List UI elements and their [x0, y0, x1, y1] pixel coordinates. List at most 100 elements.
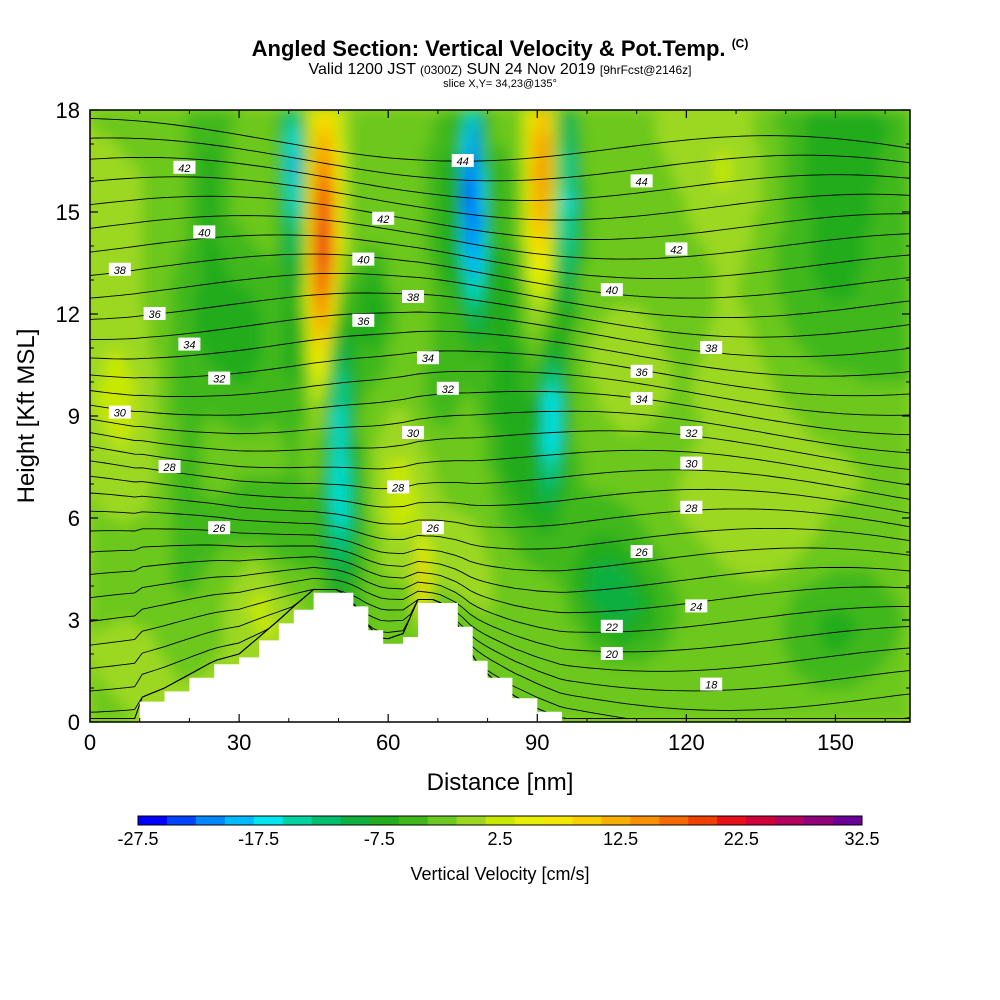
field-cell: [104, 645, 113, 655]
field-cell: [663, 398, 672, 408]
field-cell: [596, 415, 605, 425]
field-cell: [223, 585, 233, 595]
field-cell: [260, 356, 270, 366]
field-cell: [201, 492, 210, 502]
field-cell: [477, 492, 486, 502]
field-cell: [648, 628, 658, 638]
field-cell: [581, 373, 590, 383]
field-cell: [596, 424, 605, 434]
field-cell: [134, 517, 143, 527]
field-cell: [260, 483, 270, 493]
field-cell: [790, 356, 799, 366]
field-cell: [477, 526, 486, 536]
field-cell: [90, 543, 98, 553]
field-cell: [670, 594, 680, 604]
field-cell: [588, 645, 598, 655]
field-cell: [678, 483, 687, 493]
field-cell: [536, 585, 546, 595]
field-cell: [864, 560, 874, 570]
field-cell: [581, 466, 590, 476]
field-cell: [656, 517, 665, 527]
field-cell: [902, 347, 910, 357]
field-cell: [111, 543, 121, 553]
field-cell: [596, 492, 605, 502]
field-cell: [566, 543, 576, 553]
field-cell: [536, 534, 546, 544]
field-cell: [648, 679, 658, 689]
field-cell: [402, 568, 412, 578]
field-cell: [536, 458, 546, 468]
field-cell: [738, 500, 747, 510]
field-cell: [797, 449, 807, 459]
field-cell: [745, 509, 754, 519]
field-cell: [588, 424, 598, 434]
field-cell: [238, 432, 248, 442]
field-cell: [96, 415, 106, 425]
field-cell: [104, 602, 113, 612]
field-cell: [246, 577, 255, 587]
field-cell: [641, 466, 650, 476]
field-cell: [290, 364, 300, 374]
field-cell: [574, 636, 583, 646]
field-cell: [641, 449, 650, 459]
field-cell: [536, 670, 546, 680]
field-cell: [171, 543, 180, 553]
field-cell: [231, 356, 240, 366]
field-cell: [193, 398, 203, 408]
field-cell: [581, 585, 590, 595]
field-cell: [730, 339, 740, 349]
field-cell: [767, 687, 777, 697]
field-cell: [641, 636, 650, 646]
field-cell: [365, 364, 374, 374]
field-cell: [596, 449, 605, 459]
field-cell: [462, 381, 471, 391]
field-cell: [812, 424, 822, 434]
field-cell: [260, 568, 270, 578]
field-cell: [603, 543, 613, 553]
field-cell: [849, 483, 859, 493]
field-cell: [90, 509, 98, 519]
field-cell: [246, 398, 255, 408]
field-cell: [208, 458, 218, 468]
field-cell: [90, 585, 98, 595]
field-cell: [521, 577, 531, 587]
field-cell: [484, 381, 494, 391]
field-cell: [685, 347, 695, 357]
field-cell: [827, 568, 836, 578]
field-cell: [767, 390, 777, 400]
field-cell: [126, 713, 136, 722]
field-cell: [134, 704, 143, 714]
field-cell: [872, 551, 881, 561]
field-cell: [357, 568, 367, 578]
field-cell: [745, 679, 754, 689]
field-cell: [149, 611, 158, 621]
field-cell: [603, 492, 613, 502]
field-cell: [708, 662, 717, 672]
field-cell: [536, 364, 546, 374]
field-cell: [320, 407, 330, 417]
field-cell: [797, 526, 807, 536]
field-cell: [246, 568, 255, 578]
field-cell: [156, 543, 166, 553]
field-cell: [372, 424, 382, 434]
field-cell: [790, 483, 799, 493]
field-cell: [126, 330, 136, 340]
field-cell: [611, 466, 620, 476]
field-cell: [380, 475, 389, 485]
field-cell: [141, 636, 151, 646]
field-cell: [723, 373, 732, 383]
field-cell: [656, 347, 665, 357]
field-cell: [857, 551, 866, 561]
field-cell: [730, 560, 740, 570]
field-cell: [380, 543, 389, 553]
field-cell: [424, 339, 434, 349]
field-cell: [193, 381, 203, 391]
field-cell: [656, 492, 665, 502]
field-cell: [551, 585, 561, 595]
field-cell: [104, 619, 113, 629]
field-cell: [656, 364, 665, 374]
field-cell: [178, 458, 188, 468]
field-cell: [387, 466, 397, 476]
field-cell: [723, 441, 732, 451]
field-cell: [424, 424, 434, 434]
